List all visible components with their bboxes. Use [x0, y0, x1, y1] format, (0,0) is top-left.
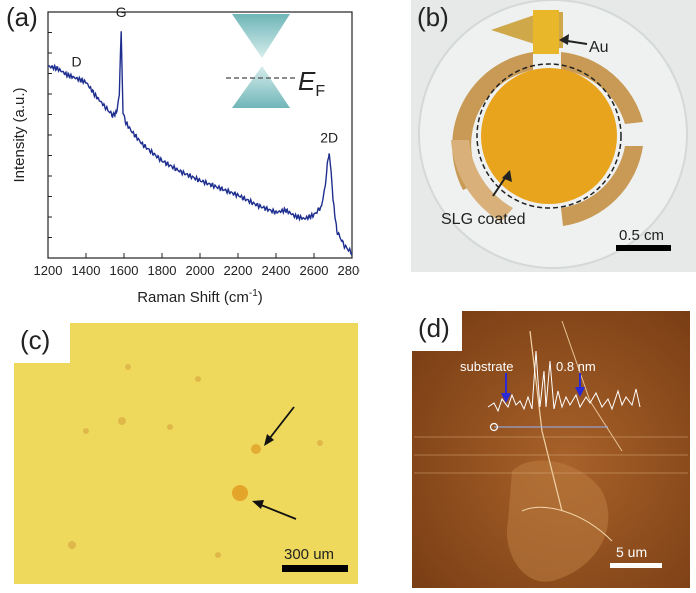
coated-arrowhead	[502, 170, 512, 182]
height-profile	[487, 350, 641, 413]
au-lead	[533, 10, 559, 54]
panel-c: 300 um (c)	[14, 323, 358, 584]
particle	[215, 552, 221, 558]
panel-b-label: (b)	[417, 2, 449, 32]
substrate-label: substrate	[460, 359, 513, 374]
scale-label-d: 5 um	[616, 544, 647, 560]
scale-label-b: 0.5 cm	[619, 227, 664, 244]
particle	[125, 364, 131, 370]
x-axis-ticks: 1200 1400 1600 1800 2000 2200 2400 2600 2800	[34, 253, 366, 278]
wrinkle	[521, 506, 613, 542]
panel-a-label: (a)	[6, 2, 38, 32]
au-outer-ring-lower-right	[561, 146, 643, 226]
panel-d: substrate 0.8 nm 5 um (d)	[412, 311, 690, 588]
coated-area-outline	[476, 63, 622, 209]
slg-coated-label: SLG coated	[441, 211, 526, 228]
wrinkle	[561, 320, 623, 452]
particle	[317, 440, 323, 446]
micrograph-background	[14, 323, 358, 584]
x-axis-label: Raman Shift (cm-1)	[137, 288, 263, 306]
flake-region	[506, 460, 609, 582]
au-outer-ring-right	[561, 52, 643, 124]
particle	[232, 485, 248, 501]
particle	[195, 376, 201, 382]
particle	[118, 417, 126, 425]
scale-label-c: 300 um	[284, 546, 334, 563]
panel-a: 1200 1400 1600 1800 2000 2200 2400 2600 2800 D G 2…	[0, 0, 366, 310]
panel-c-label: (c)	[20, 325, 51, 355]
lower-cone-shape	[232, 66, 290, 108]
scale-bar-c	[282, 565, 348, 572]
au-outer-ring-lower-left	[451, 140, 513, 222]
arrow-upper	[265, 406, 295, 444]
x-tick-label: 2400	[262, 263, 291, 278]
y-axis-ticks	[48, 32, 52, 238]
upper-cone-shape	[232, 14, 290, 58]
slg-coated-electrode	[481, 68, 617, 204]
panel-d-label: (d)	[418, 313, 450, 343]
dirac-cone-inset: EF	[226, 14, 325, 108]
raman-chart: 1200 1400 1600 1800 2000 2200 2400 2600 2800 D G 2…	[11, 4, 366, 306]
profile-start-marker	[489, 422, 499, 432]
scale-bar-b	[616, 245, 671, 251]
peak-labels: D G 2D	[71, 4, 338, 145]
plot-frame	[47, 11, 353, 259]
electrode-photo: Au SLG coated 0.5 cm	[411, 0, 696, 272]
substrate-arrowhead	[501, 393, 511, 403]
arrowhead-lower	[252, 500, 264, 509]
fermi-level-label: EF	[298, 66, 325, 100]
arrow-lower	[255, 502, 297, 520]
x-tick-label: 1400	[72, 263, 101, 278]
peak-label-2d: 2D	[320, 130, 338, 146]
spectrum-line	[47, 31, 353, 256]
x-tick-label: 2800	[338, 263, 360, 278]
particle	[83, 428, 89, 434]
x-tick-label: 1600	[110, 263, 139, 278]
wrinkle	[529, 330, 563, 512]
label-cutout	[412, 311, 462, 351]
x-tick-label: 2200	[224, 263, 253, 278]
peak-label-d: D	[71, 53, 81, 69]
optical-micrograph: 300 um	[14, 323, 358, 584]
label-cutout	[14, 323, 70, 363]
height-arrowhead	[575, 387, 585, 397]
particle	[68, 541, 76, 549]
particle	[167, 424, 173, 430]
x-tick-label: 2600	[300, 263, 329, 278]
scale-bar-d	[610, 563, 662, 568]
afm-image: substrate 0.8 nm 5 um	[412, 311, 690, 588]
panel-b: Au SLG coated 0.5 cm (b)	[411, 0, 696, 272]
particle	[251, 444, 261, 454]
au-label: Au	[589, 39, 609, 56]
x-tick-label: 1200	[34, 263, 63, 278]
arrowhead-upper	[264, 434, 274, 446]
height-label: 0.8 nm	[556, 359, 596, 374]
x-tick-label: 2000	[186, 263, 215, 278]
x-tick-label: 1800	[148, 263, 177, 278]
peak-label-g: G	[116, 4, 127, 20]
y-axis-label: Intensity (a.u.)	[11, 87, 28, 182]
au-arrowhead	[559, 34, 569, 45]
